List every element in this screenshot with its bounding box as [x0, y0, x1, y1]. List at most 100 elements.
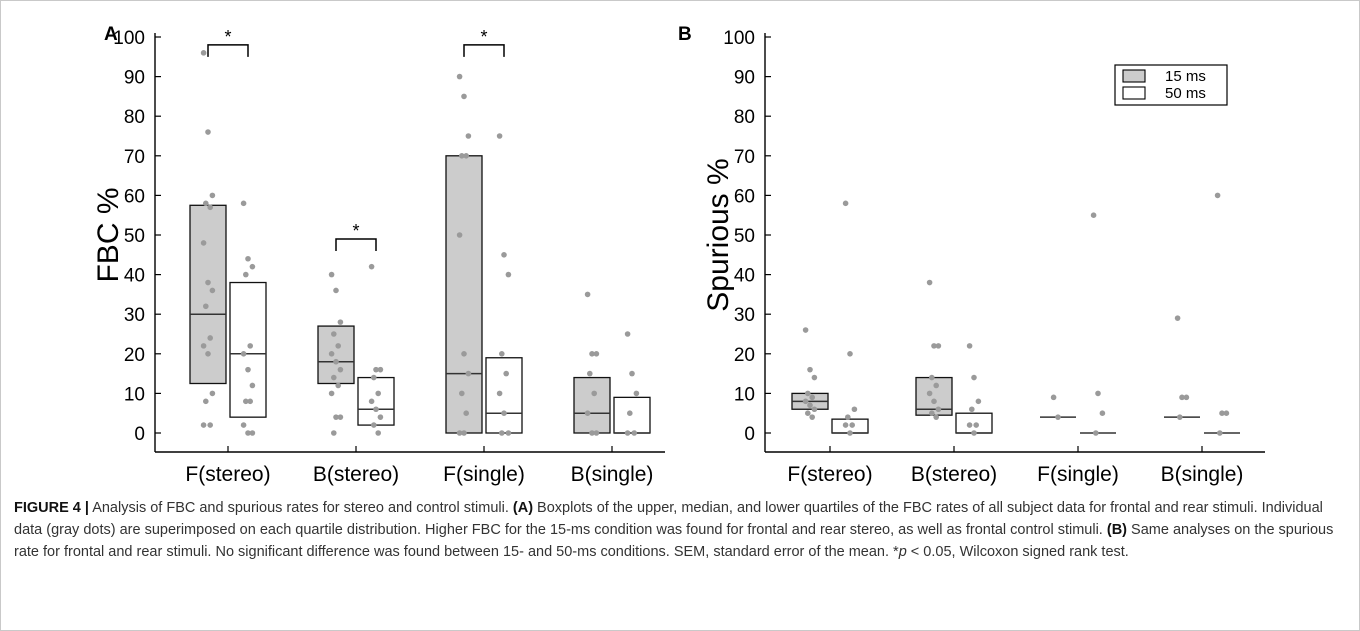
data-point — [209, 390, 216, 397]
y-tick-label: 70 — [734, 147, 755, 168]
x-tick-label: B(stereo) — [911, 463, 997, 486]
data-point — [1050, 394, 1057, 401]
data-point — [1177, 414, 1183, 420]
data-point — [971, 374, 977, 381]
data-point — [931, 343, 937, 349]
data-point — [1223, 410, 1230, 417]
data-point — [631, 430, 637, 436]
data-point — [207, 335, 213, 341]
data-point — [807, 366, 813, 373]
data-point — [203, 303, 209, 310]
data-point — [456, 73, 463, 80]
data-point — [459, 390, 465, 397]
data-point — [505, 430, 512, 436]
y-axis-label: FBC % — [92, 187, 125, 282]
data-point — [205, 129, 211, 135]
data-point — [207, 422, 213, 428]
data-point — [971, 430, 977, 436]
data-point — [624, 430, 631, 436]
data-point — [209, 287, 216, 294]
box-50ms-1 — [955, 412, 993, 434]
data-point — [975, 398, 982, 405]
data-point — [337, 366, 344, 373]
y-tick-label: 100 — [113, 28, 145, 49]
caption-p-symbol: p — [898, 544, 907, 560]
data-point — [1179, 394, 1185, 401]
data-point — [465, 370, 472, 377]
y-tick-label: 50 — [734, 226, 755, 247]
significance-bracket — [207, 44, 249, 57]
data-point — [591, 390, 597, 397]
panel-letter: A — [104, 24, 118, 45]
data-point — [331, 430, 337, 436]
y-tick-label: 30 — [734, 305, 755, 326]
y-tick-label: 40 — [124, 266, 145, 287]
legend-swatch — [1122, 86, 1146, 100]
data-point — [966, 343, 973, 349]
data-point — [589, 430, 595, 436]
box-50ms-1 — [357, 376, 395, 426]
data-point — [501, 252, 507, 258]
data-point — [811, 406, 818, 413]
data-point — [335, 382, 342, 389]
data-point — [243, 271, 249, 278]
y-tick-label: 60 — [734, 186, 755, 207]
data-point — [456, 232, 463, 238]
data-point — [847, 351, 853, 357]
legend-label: 50 ms — [1165, 85, 1206, 102]
data-point — [465, 133, 472, 139]
data-point — [501, 410, 507, 417]
data-point — [463, 153, 470, 159]
data-point — [627, 410, 633, 417]
y-tick-label: 20 — [734, 345, 755, 366]
data-point — [1219, 410, 1225, 417]
caption-a-label: (A) — [512, 500, 534, 516]
y-tick-label: 80 — [734, 107, 755, 128]
data-point — [249, 430, 256, 436]
data-point — [593, 430, 600, 436]
data-point — [331, 331, 337, 337]
data-point — [499, 351, 505, 357]
data-point — [240, 351, 247, 357]
data-point — [331, 374, 337, 381]
data-point — [333, 358, 339, 365]
data-point — [240, 422, 247, 428]
panel-b: B 0 10 20 30 40 50 60 70 80 90 100 Spurious % F(stere… — [678, 24, 1265, 486]
data-point — [377, 414, 384, 420]
data-point — [333, 414, 339, 420]
data-point — [1214, 192, 1221, 199]
data-point — [584, 291, 591, 298]
data-point — [931, 398, 937, 405]
data-point — [851, 406, 858, 413]
y-tick-label: 70 — [124, 147, 145, 168]
data-point — [802, 398, 809, 405]
significance-bracket — [463, 44, 505, 57]
x-tick-label: F(stereo) — [787, 463, 872, 486]
box-50ms-2 — [485, 357, 523, 434]
data-point — [200, 50, 207, 56]
data-point — [503, 370, 510, 377]
data-point — [929, 374, 935, 381]
data-point — [461, 430, 467, 436]
significance-star: * — [224, 27, 231, 47]
data-point — [368, 398, 375, 405]
data-point — [847, 430, 853, 436]
x-tick-label: B(single) — [571, 463, 654, 486]
y-tick-label: 40 — [734, 266, 755, 287]
x-tick-label: F(stereo) — [185, 463, 270, 486]
data-point — [337, 319, 344, 325]
caption-p-rest: < 0.05, Wilcoxon signed rank test. — [906, 544, 1129, 560]
data-point — [368, 263, 375, 270]
data-point — [459, 153, 465, 159]
data-point — [1095, 390, 1101, 397]
data-point — [240, 200, 247, 207]
data-point — [1217, 430, 1223, 436]
data-point — [245, 366, 251, 373]
y-tick-label: 0 — [744, 424, 755, 445]
data-point — [933, 414, 939, 420]
data-point — [973, 422, 979, 428]
data-point — [205, 351, 211, 357]
data-point — [926, 279, 933, 286]
data-point — [935, 406, 942, 413]
data-point — [1099, 410, 1106, 417]
